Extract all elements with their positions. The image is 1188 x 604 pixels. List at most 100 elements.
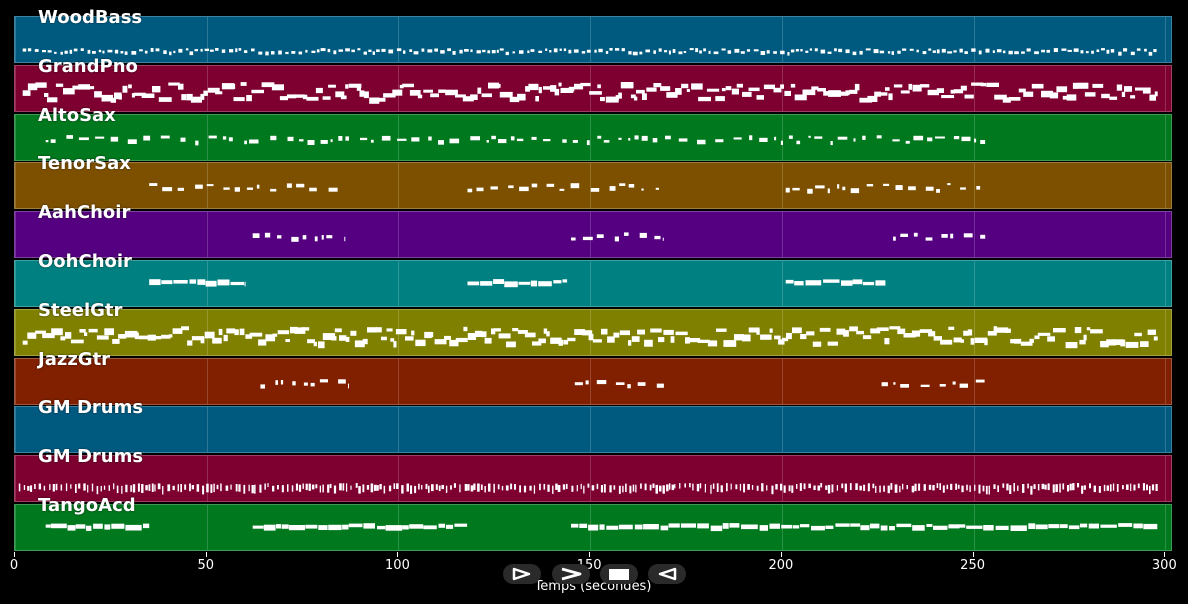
note [543, 86, 552, 90]
track-lane[interactable] [14, 309, 1172, 356]
note [681, 83, 689, 89]
note [743, 483, 745, 493]
track-lane[interactable] [14, 455, 1172, 502]
note [452, 51, 456, 55]
track-lane[interactable] [14, 406, 1172, 453]
note [180, 484, 182, 493]
note [1089, 483, 1091, 489]
track-lane[interactable] [14, 358, 1172, 405]
note [574, 382, 583, 386]
gridline [15, 163, 16, 208]
note [643, 524, 659, 530]
note [30, 485, 33, 492]
track-lane[interactable] [14, 504, 1172, 551]
note [470, 49, 473, 53]
note [362, 484, 365, 493]
note [883, 485, 885, 492]
note [267, 483, 269, 488]
note [1081, 485, 1084, 494]
note [205, 280, 217, 287]
gridline [1165, 261, 1167, 306]
note [1134, 332, 1142, 337]
note [204, 331, 215, 339]
note [1035, 524, 1048, 530]
note [580, 483, 582, 490]
note [185, 48, 189, 51]
note [1142, 483, 1145, 491]
track-lane[interactable] [14, 65, 1172, 112]
note [926, 524, 933, 527]
stop-icon [608, 567, 630, 581]
fast-forward-button[interactable] [552, 564, 590, 584]
note [837, 184, 840, 189]
note [912, 84, 922, 92]
note [586, 49, 591, 53]
note [455, 94, 466, 98]
note [941, 48, 946, 53]
note [60, 51, 63, 55]
note [844, 483, 847, 493]
note [375, 327, 382, 333]
note [22, 48, 27, 52]
note [497, 484, 500, 490]
note [716, 483, 719, 492]
note [167, 484, 171, 492]
rewind-button[interactable] [648, 564, 686, 584]
note [947, 183, 951, 186]
note [181, 326, 189, 331]
note [27, 332, 37, 339]
note [133, 92, 146, 96]
note [303, 382, 308, 386]
note [230, 484, 232, 490]
note [330, 139, 333, 143]
note [971, 82, 984, 86]
note [639, 51, 643, 55]
note [338, 379, 346, 384]
note [870, 523, 880, 529]
track-lane[interactable] [14, 16, 1172, 63]
note [147, 334, 156, 341]
note [900, 384, 909, 388]
track-lane[interactable] [14, 114, 1172, 161]
note [112, 339, 120, 344]
note [817, 88, 826, 92]
note [591, 485, 595, 491]
note [1112, 339, 1124, 345]
note [1125, 341, 1139, 348]
note [811, 525, 825, 531]
note [92, 51, 96, 54]
note [287, 484, 289, 492]
note [362, 338, 368, 345]
note [131, 93, 135, 98]
note [78, 137, 89, 141]
track-lane[interactable] [14, 211, 1172, 258]
note [309, 187, 317, 192]
note [600, 97, 605, 102]
note [994, 94, 1007, 100]
note [118, 94, 122, 100]
note [853, 138, 856, 142]
note [316, 49, 320, 53]
note [459, 49, 463, 54]
note [75, 524, 86, 529]
stop-button[interactable] [600, 564, 638, 584]
note [618, 92, 622, 99]
note [240, 82, 247, 86]
note [805, 280, 822, 286]
gridline [1165, 66, 1167, 111]
note [971, 48, 976, 52]
track-lane[interactable] [14, 260, 1172, 307]
note [221, 49, 226, 53]
note [383, 93, 396, 98]
note [1047, 483, 1050, 491]
play-button[interactable] [503, 564, 541, 584]
note [381, 135, 391, 141]
note [49, 484, 51, 490]
note [265, 51, 269, 56]
note [668, 50, 671, 55]
note [791, 485, 794, 493]
time-axis: 0 50 100 150 200 250 300 Temps (secondes) [10, 552, 1177, 604]
gridline [781, 359, 783, 404]
note [321, 235, 324, 240]
track-lane[interactable] [14, 162, 1172, 209]
